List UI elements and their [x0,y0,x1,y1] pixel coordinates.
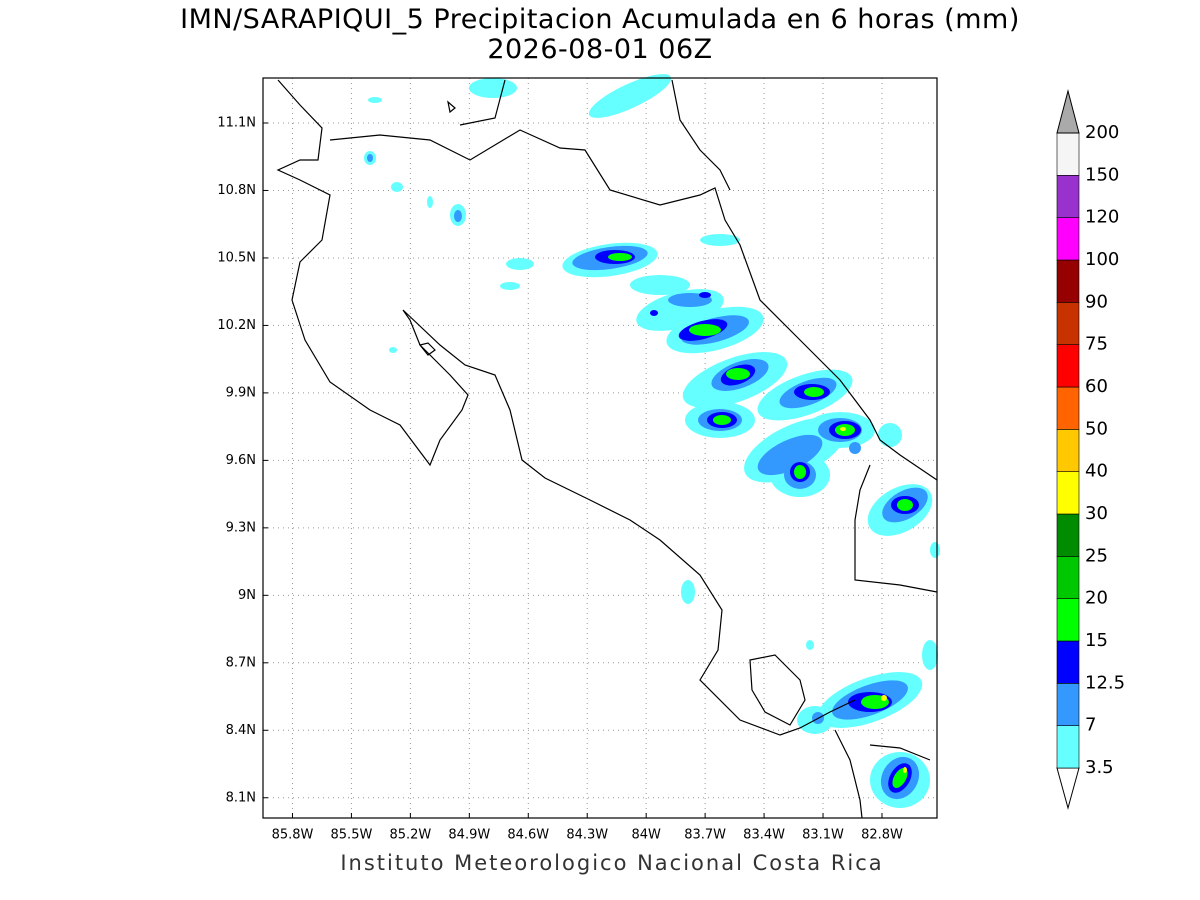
colorbar-label: 20 [1085,588,1108,609]
colorbar-label: 90 [1085,291,1108,312]
colorbar-box [1056,556,1080,599]
colorbar-label: 12.5 [1085,672,1125,693]
colorbar-high [1056,89,1080,134]
colorbar-label: 100 [1085,249,1119,270]
coastline [276,79,938,819]
subtitle: 2026-08-01 06Z [487,34,712,65]
y-tick-label: 11.1N [217,115,256,130]
y-tick-label: 9.3N [226,520,256,535]
y-tick-label: 9N [238,588,256,603]
footer: Instituto Meteorologico Nacional Costa R… [340,851,883,875]
colorbar-label: 30 [1085,503,1108,524]
precipitation [364,74,940,808]
colorbar-label: 50 [1085,418,1108,439]
y-tick-label: 10.5N [217,250,256,265]
x-tick-label: 85.5W [331,828,373,843]
x-tick-label: 84W [631,828,661,843]
colorbar-box [1056,471,1080,515]
x-tick-label: 83.4W [743,828,785,843]
colorbar-box [1056,725,1080,769]
y-tick-label: 8.7N [226,655,256,670]
grid: 85.8W 85.5W 85.2W 84.9W 84.6W 84.3W 84W 83.7W 83… [217,78,937,843]
colorbar-box [1056,217,1080,261]
colorbar-label: 40 [1085,461,1108,482]
colorbar-box [1056,132,1080,176]
colorbar-box [1056,386,1080,430]
title: IMN/SARAPIQUI_5 Precipitacion Acumulada … [180,4,1020,35]
colorbar-label: 60 [1085,376,1108,397]
colorbar-label: 3.5 [1085,757,1114,778]
x-tick-label: 85.2W [389,828,431,843]
y-tick-label: 9.9N [226,385,256,400]
colorbar-box [1056,302,1080,345]
colorbar-label: 75 [1085,334,1108,355]
y-tick-label: 10.2N [217,318,256,333]
colorbar-label: 15 [1085,630,1108,651]
x-tick-label: 82.8W [861,828,903,843]
x-tick-label: 83.1W [802,828,844,843]
colorbar-box [1056,640,1080,684]
colorbar-label: 120 [1085,207,1119,228]
colorbar-box [1056,513,1080,557]
colorbar-box [1056,344,1080,388]
y-tick-label: 10.8N [217,183,256,198]
x-tick-label: 84.9W [448,828,490,843]
colorbar-box [1056,429,1080,472]
colorbar-box [1056,259,1080,303]
x-tick-label: 84.3W [566,828,608,843]
colorbar-label: 150 [1085,164,1119,185]
x-tick-label: 85.8W [272,828,314,843]
colorbar-label: 25 [1085,545,1108,566]
colorbar-low [1056,767,1080,810]
map-frame [262,77,938,819]
colorbar-box [1056,683,1080,726]
colorbar-label: 200 [1085,122,1119,143]
colorbar-label: 7 [1085,715,1096,736]
y-tick-label: 8.1N [226,790,256,805]
colorbar-box [1056,598,1080,642]
y-tick-label: 8.4N [226,723,256,738]
x-tick-label: 83.7W [684,828,726,843]
y-tick-label: 9.6N [226,453,256,468]
colorbar-box [1056,175,1080,218]
x-tick-label: 84.6W [507,828,549,843]
colorbar: 3.5 7 12.5 15 20 25 30 40 50 60 75 90 100 120 150 200 [1056,89,1125,810]
